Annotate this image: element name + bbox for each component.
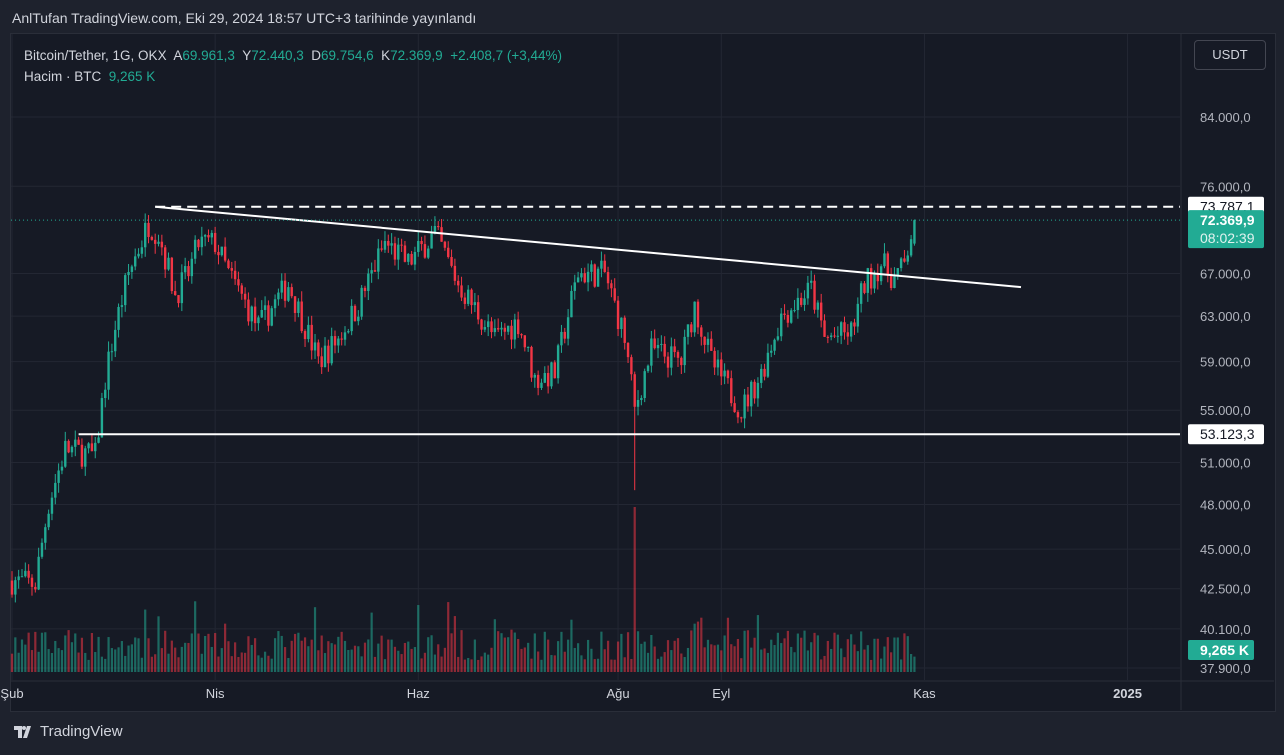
chart-pane[interactable]: [10, 33, 1276, 712]
high-value: 72.440,3: [251, 48, 304, 63]
open-value: 69.961,3: [182, 48, 235, 63]
volume-value: 9,265 K: [108, 69, 156, 84]
tradingview-logo[interactable]: TradingView: [14, 723, 123, 740]
symbol-title[interactable]: Bitcoin/Tether, 1G, OKX: [24, 48, 167, 63]
chart-legend: Bitcoin/Tether, 1G, OKX A69.961,3 Y72.44…: [24, 45, 562, 87]
low-label: D: [311, 48, 322, 63]
currency-button[interactable]: USDT: [1194, 40, 1266, 70]
open-label: A: [173, 48, 183, 63]
high-label: Y: [242, 48, 252, 63]
change-value: +2.408,7 (+3,44%): [450, 48, 563, 63]
volume-title[interactable]: Hacim · BTC: [24, 69, 102, 84]
close-label: K: [381, 48, 391, 63]
tradingview-logo-icon: [14, 725, 31, 738]
publish-header: AnlTufan TradingView.com, Eki 29, 2024 1…: [12, 10, 477, 26]
low-value: 69.754,6: [321, 48, 374, 63]
close-value: 72.369,9: [390, 48, 443, 63]
footer-brand: TradingView: [40, 723, 123, 740]
